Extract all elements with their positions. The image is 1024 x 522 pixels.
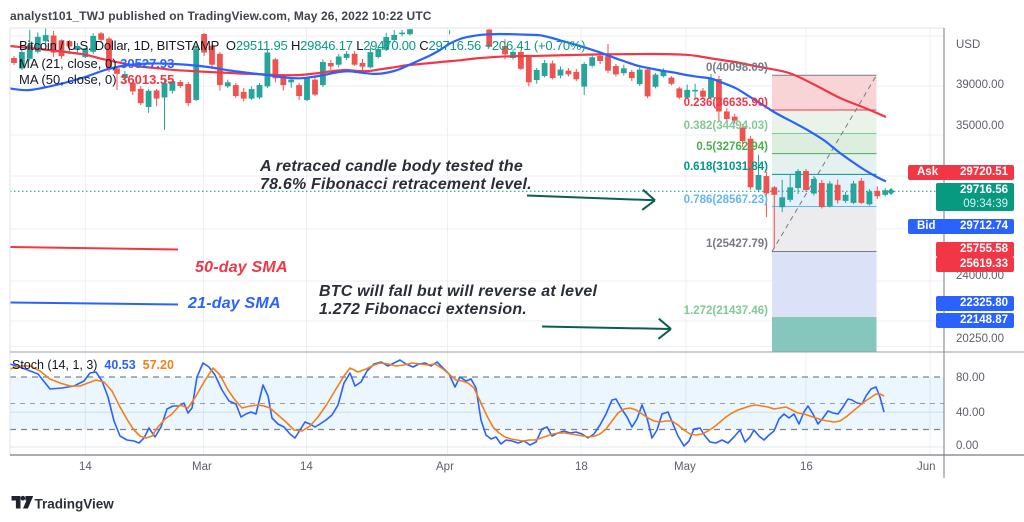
svg-text:TradingView: TradingView [35, 497, 115, 512]
